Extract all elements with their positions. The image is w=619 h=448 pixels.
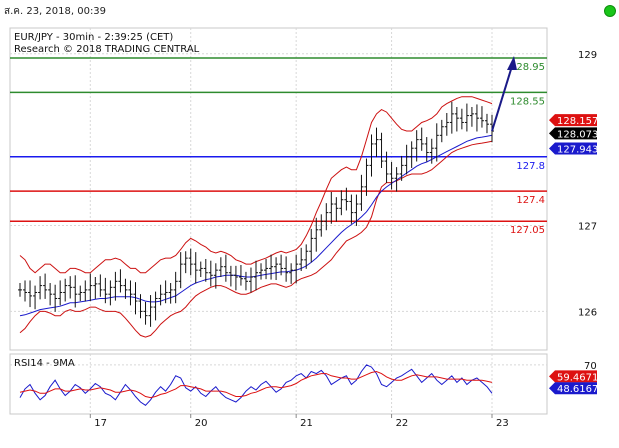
x-tick-label: 20	[195, 418, 208, 429]
rsi-series	[19, 364, 493, 406]
status-indicator-dot	[604, 5, 616, 17]
x-tick-label: 17	[94, 418, 107, 429]
price-tag: 128.157	[557, 116, 598, 127]
level-label: 128.95	[510, 62, 545, 73]
rsi-line-0	[19, 364, 493, 406]
rsi-line-1	[19, 370, 493, 399]
level-label: 127.05	[510, 225, 545, 236]
projection-arrowhead	[507, 56, 517, 71]
y-tick-label: 126	[578, 307, 597, 318]
price-tag: 128.073	[557, 129, 598, 140]
rsi-price-tag: 48.6167	[557, 384, 598, 395]
x-tick-label: 22	[396, 418, 409, 429]
x-tick-label: 23	[496, 418, 509, 429]
price-tag: 127.943	[557, 145, 598, 156]
support-resistance-lines: 128.95 128.55 127.8 127.4 127.05	[10, 57, 547, 236]
rsi-y-tick-label: 70	[584, 361, 597, 372]
y-tick-label: 127	[578, 221, 597, 232]
rsi-price-tag-bg	[549, 370, 597, 383]
projection-arrow	[491, 56, 517, 132]
rsi-price-tag-bg	[549, 382, 597, 395]
y-axis-ticks: 126 127 129 70	[578, 50, 597, 372]
price-tag-bg	[549, 114, 597, 127]
chart-subtitle: Research © 2018 TRADING CENTRAL	[14, 44, 200, 55]
x-axis-ticks: 17 20 21 22 23	[89, 414, 509, 429]
level-label: 128.55	[510, 96, 545, 107]
projection-line	[491, 65, 513, 132]
chart-title: EUR/JPY - 30min - 2:39:25 (CET)	[14, 32, 173, 43]
x-tick-label: 21	[300, 418, 313, 429]
level-label: 127.4	[516, 195, 545, 206]
rsi-title: RSI14 - 9MA	[14, 358, 75, 369]
price-tag-bg	[549, 127, 597, 140]
main-panel	[9, 27, 548, 351]
rsi-price-tag: 59.4671	[557, 372, 598, 383]
price-tag-bg	[549, 142, 597, 155]
price-bars	[18, 101, 494, 327]
rsi-panel	[9, 353, 548, 415]
y-tick-label: 129	[578, 50, 597, 61]
timestamp-label: ส.ค. 23, 2018, 00:39	[4, 6, 107, 17]
level-label: 127.8	[516, 161, 545, 172]
